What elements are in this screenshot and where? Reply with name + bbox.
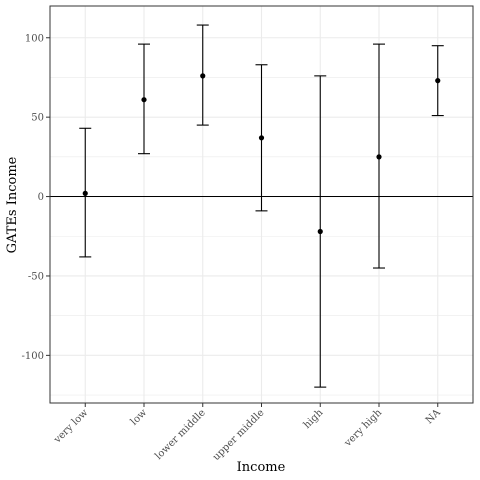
x-tick-label: low (129, 407, 150, 428)
x-tick-label: NA (424, 407, 444, 427)
data-point (258, 135, 265, 141)
y-tick-label: 100 (25, 33, 44, 44)
panel-border (49, 5, 474, 404)
data-point (82, 190, 88, 196)
y-tick-label: -100 (22, 351, 44, 362)
data-point (435, 78, 441, 84)
x-axis-title: Income (237, 460, 286, 475)
data-point (317, 228, 323, 235)
y-tick-label: 50 (31, 113, 44, 124)
data-point (200, 73, 206, 79)
x-tick-label: high (302, 407, 326, 431)
y-axis-title: GATEs Income (5, 156, 20, 253)
data-point (376, 154, 382, 160)
y-tick-label: 0 (38, 192, 44, 203)
x-tick-label: very high (342, 407, 385, 450)
data-point (141, 97, 147, 103)
x-tick-label: upper middle (211, 407, 267, 463)
y-tick-label: -50 (28, 271, 44, 282)
x-tick-label: very low (52, 407, 91, 446)
x-tick-label: lower middle (153, 407, 208, 462)
